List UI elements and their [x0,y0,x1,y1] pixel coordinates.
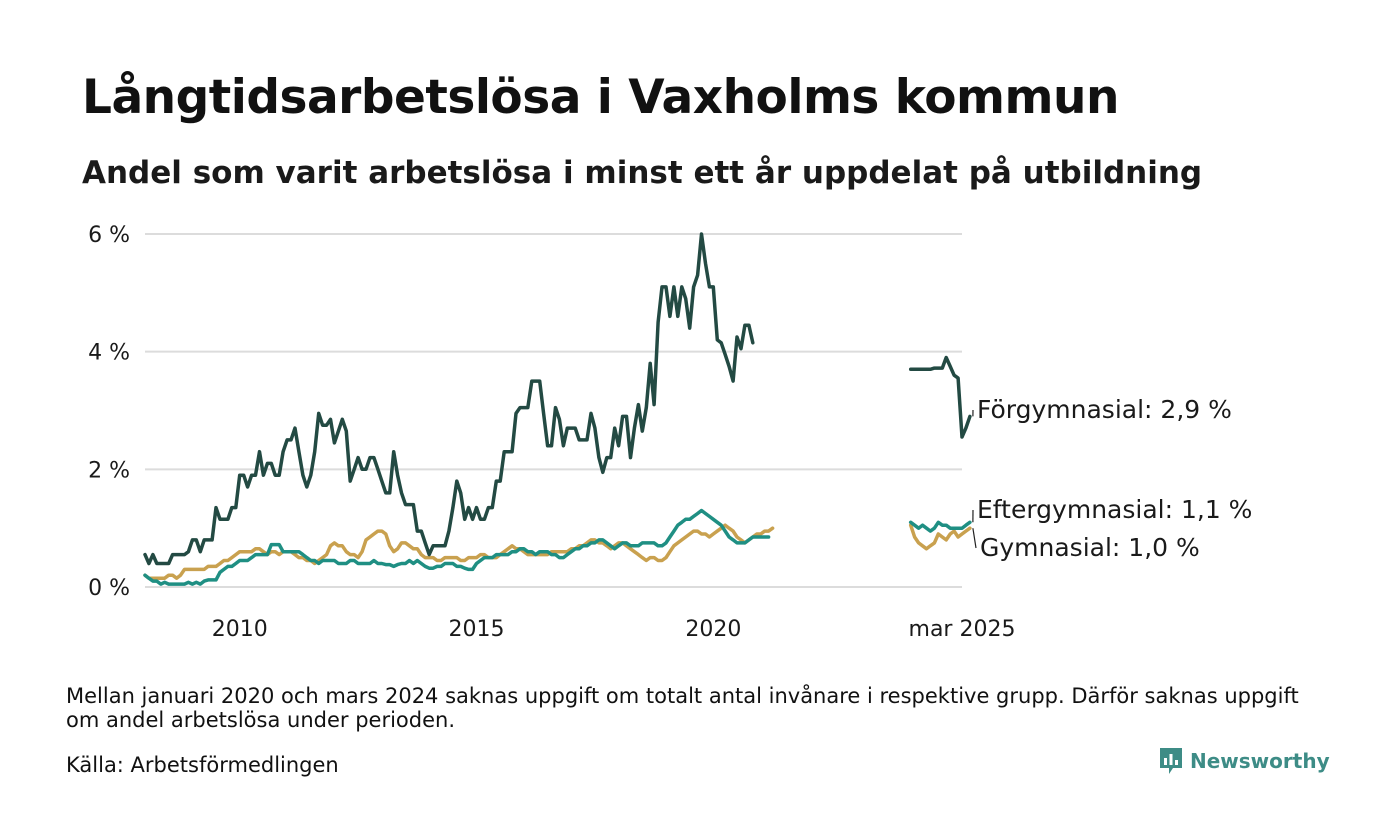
y-tick-label: 2 % [88,458,130,483]
y-tick-label: 0 % [88,576,130,601]
x-tick-label: 2015 [449,617,505,642]
label-leader-line [972,528,977,549]
y-tick-label: 4 % [88,341,130,366]
series-line-2-period-1 [908,523,972,551]
series-line-2-period-0 [143,523,775,580]
series-label: Eftergymnasial: 1,1 % [977,495,1252,524]
series-lines [143,232,972,586]
chart-subtitle: Andel som varit arbetslösa i minst ett å… [82,155,1203,191]
series-line-1-period-1 [908,520,972,533]
chart-note: Mellan januari 2020 och mars 2024 saknas… [66,684,1299,732]
series-label: Förgymnasial: 2,9 % [977,395,1232,424]
y-tick-label: 6 % [88,223,130,248]
series-label: Gymnasial: 1,0 % [980,533,1200,562]
logo-text: Newsworthy [1190,749,1330,773]
bar-chart-icon [1160,748,1182,774]
series-line-1-period-0 [143,508,771,586]
chart-title: Långtidsarbetslösa i Vaxholms kommun [82,70,1119,125]
chart-source: Källa: Arbetsförmedlingen [66,753,339,777]
series-line-0-period-0 [143,232,755,566]
newsworthy-logo: Newsworthy [1158,746,1330,776]
x-tick-label: mar 2025 [909,617,1016,642]
gridlines [145,233,962,588]
y-axis: 0 % 2 % 4 % 6 % [88,223,130,601]
x-axis: 2010 2015 2020 mar 2025 [212,617,1016,642]
series-line-0-period-1 [908,355,972,439]
x-tick-label: 2020 [685,617,741,642]
line-chart: 0 % 2 % 4 % 6 % 2010 2015 2020 mar 2025 Förgym… [88,223,1252,642]
series-labels: Förgymnasial: 2,9 % Eftergymnasial: 1,1 %… [972,395,1252,562]
x-tick-label: 2010 [212,617,268,642]
